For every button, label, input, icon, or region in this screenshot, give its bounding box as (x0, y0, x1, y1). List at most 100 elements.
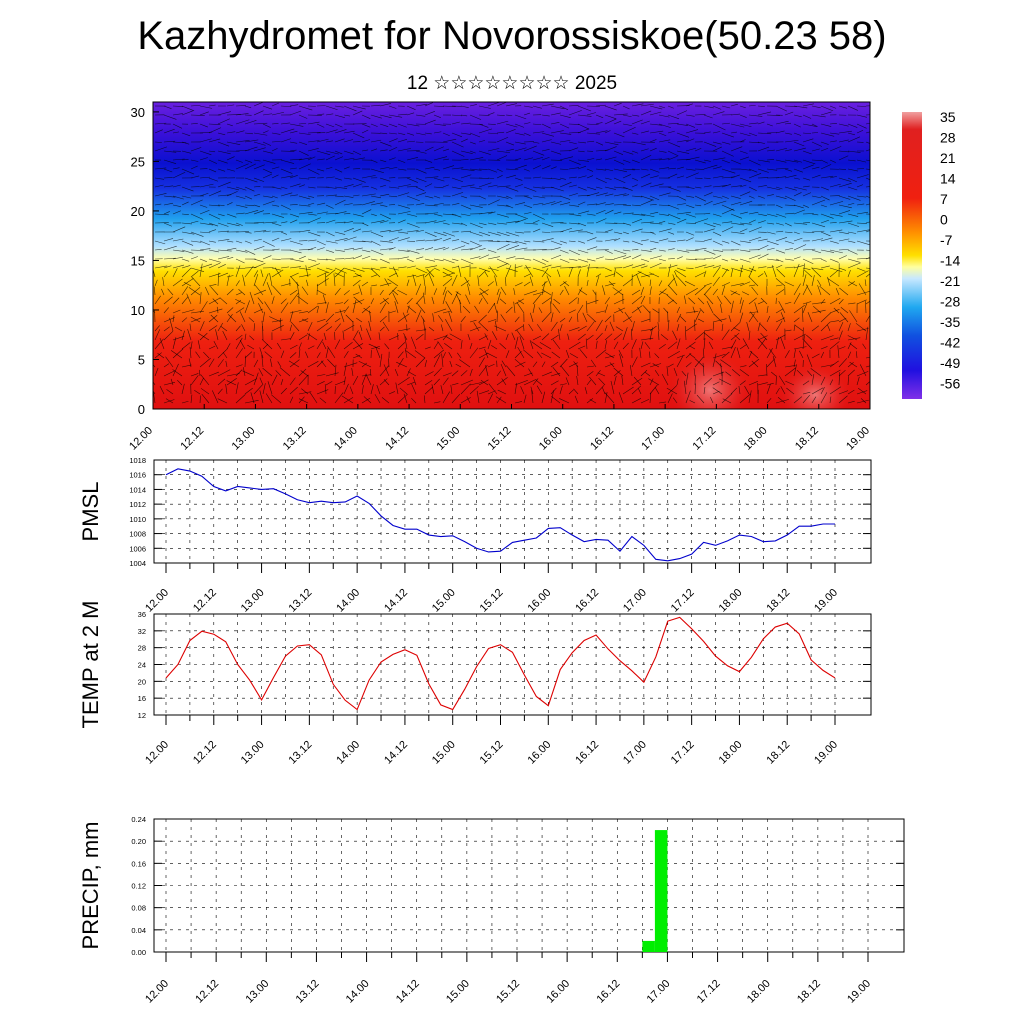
wind-vector (577, 333, 586, 341)
wind-vector (541, 165, 551, 170)
wind-vector (271, 296, 275, 305)
wind-vector (829, 341, 840, 350)
wind-vector (289, 324, 292, 332)
wind-vector (289, 258, 304, 262)
wind-vector (480, 292, 489, 305)
wind-vector (217, 369, 231, 377)
wind-vector (172, 256, 183, 260)
wind-vector (658, 150, 667, 153)
wind-vector (523, 324, 525, 332)
wind-vector (793, 346, 807, 350)
wind-vector (433, 156, 448, 161)
wind-vector (739, 240, 751, 244)
wind-vector (523, 168, 530, 172)
wind-vector (451, 150, 465, 157)
wind-vector (484, 333, 489, 341)
wind-vector (154, 177, 165, 180)
wind-vector (154, 249, 162, 251)
wind-vector (532, 249, 547, 251)
wind-vector (172, 337, 177, 350)
wind-vector (784, 149, 792, 152)
wind-vector (424, 386, 433, 395)
y-tick-label: 1008 (129, 530, 146, 539)
wind-vector (426, 268, 435, 278)
wind-vector (668, 285, 678, 296)
wind-vector (169, 317, 174, 332)
wind-vector (865, 273, 870, 278)
wind-vector (352, 299, 365, 305)
wind-vector (274, 267, 282, 278)
wind-vector (857, 387, 867, 395)
wind-vector (751, 360, 759, 368)
wind-vector (829, 213, 843, 217)
wind-vector (396, 361, 408, 368)
wind-vector (433, 114, 441, 118)
wind-vector (415, 329, 427, 332)
wind-vector (379, 177, 391, 182)
wind-vector (604, 273, 616, 278)
wind-vector (577, 194, 591, 197)
wind-vector (208, 308, 223, 314)
wind-vector (829, 337, 839, 341)
wind-vector (266, 282, 273, 296)
wind-vector (829, 396, 832, 404)
wind-vector (406, 240, 416, 243)
wind-vector (460, 159, 469, 161)
wind-vector (658, 249, 666, 252)
wind-vector (793, 209, 805, 215)
wind-vector (496, 310, 498, 323)
wind-vector (613, 367, 624, 377)
wind-vector (505, 277, 507, 287)
wind-vector (343, 195, 354, 198)
wind-vector (469, 319, 477, 323)
wind-vector (811, 213, 819, 216)
x-tick-label: 15.12 (478, 739, 506, 767)
wind-vector (775, 186, 783, 190)
wind-vector (271, 248, 280, 251)
wind-vector (640, 173, 651, 179)
wind-vector (827, 278, 840, 287)
wind-vector (208, 123, 221, 125)
wind-vector (551, 396, 561, 404)
wind-vector (298, 318, 309, 323)
wind-vector (445, 301, 453, 314)
wind-vector (838, 390, 849, 395)
wind-vector (613, 177, 626, 184)
wind-vector (775, 120, 789, 125)
wind-vector (666, 294, 678, 305)
wind-vector (163, 128, 175, 134)
wind-vector (748, 132, 758, 137)
wind-vector (514, 358, 525, 368)
wind-vector (199, 111, 209, 116)
wind-vector (280, 204, 291, 210)
wind-vector (776, 268, 786, 278)
wind-vector (511, 332, 516, 341)
wind-vector (253, 141, 266, 146)
wind-vector (459, 359, 471, 368)
wind-vector (487, 199, 500, 206)
wind-vector (343, 166, 350, 170)
wind-vector (384, 343, 390, 350)
wind-vector (604, 105, 617, 111)
wind-vector (325, 219, 336, 224)
wind-vector (316, 123, 325, 128)
x-tick-label: 14.12 (383, 425, 411, 453)
wind-vector (811, 238, 824, 242)
wind-vector (485, 365, 489, 377)
wind-vector (811, 325, 820, 332)
wind-vector (674, 269, 687, 278)
wind-vector (388, 204, 396, 206)
wind-vector (497, 389, 507, 395)
wind-vector (602, 285, 606, 296)
wind-vector (718, 378, 732, 386)
wind-vector (505, 306, 513, 314)
wind-vector (631, 103, 644, 107)
wind-vector (451, 186, 462, 190)
wind-vector (649, 130, 664, 134)
colorbar-label: -35 (940, 314, 960, 330)
wind-vector (667, 393, 673, 404)
wind-vector (516, 302, 525, 314)
wind-vector (235, 159, 243, 163)
wind-vector (766, 398, 772, 404)
wind-vector (619, 353, 624, 368)
